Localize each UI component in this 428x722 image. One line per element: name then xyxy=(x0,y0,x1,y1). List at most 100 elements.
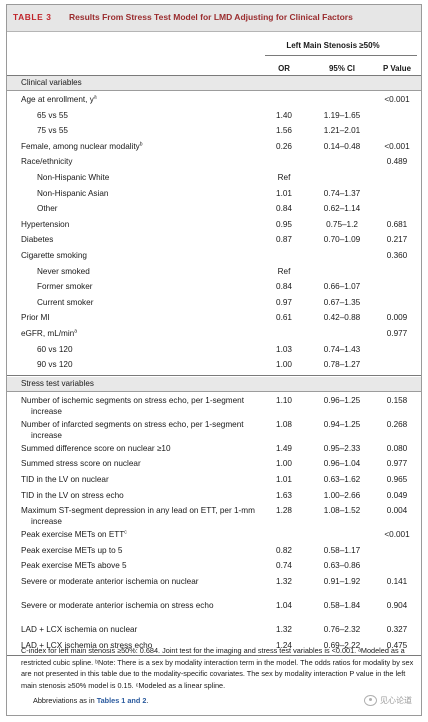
cell-or: 1.28 xyxy=(276,506,292,516)
row-label-text: Former smoker xyxy=(37,282,93,292)
cell-ci: 0.76–2.32 xyxy=(323,625,361,634)
cell-or: 1.08 xyxy=(276,419,292,429)
table-row: Female, among nuclear modalityb 0.26 0.14–… xyxy=(7,139,421,155)
table-row: Cigarette smoking 0.360 xyxy=(7,248,421,264)
cell-or: 1.49 xyxy=(276,443,292,453)
row-label: LAD + LCX ischemia on stress echo xyxy=(21,640,247,651)
cell-or: 0.87 xyxy=(276,235,292,245)
row-label-text: Prior MI xyxy=(21,313,50,323)
row-label: Peak exercise METs on ETTc xyxy=(21,529,247,540)
cell-ci: 1.21–2.01 xyxy=(323,126,361,136)
cell-ci: 0.95–2.33 xyxy=(323,443,361,453)
table-row: LAD + LCX ischemia on stress echo 1.24 0.6… xyxy=(7,638,421,654)
row-label-text: Non-Hispanic Asian xyxy=(37,188,109,198)
cell-or: 0.95 xyxy=(276,219,292,229)
row-label: Female, among nuclear modalityb xyxy=(21,141,247,152)
row-label: Prior MI xyxy=(21,312,247,323)
row-label: Cigarette smoking xyxy=(21,250,247,261)
row-label-text: LAD + LCX ischemia on stress echo xyxy=(21,640,153,650)
row-label: 75 vs 55 xyxy=(37,125,247,136)
row-label-text: Number of infarcted segments on stress e… xyxy=(21,419,244,440)
column-group-header: Left Main Stenosis ≥50% xyxy=(286,41,380,50)
cell-or: 0.61 xyxy=(276,313,292,323)
cell-ci: 0.62–1.14 xyxy=(323,204,361,214)
row-label: 60 vs 120 xyxy=(37,344,247,355)
row-label: Number of infarcted segments on stress e… xyxy=(21,419,257,441)
tables-link[interactable]: Tables 1 and 2 xyxy=(96,696,147,705)
section-label: Clinical variables xyxy=(21,78,82,87)
cell-ci: 0.96–1.04 xyxy=(323,459,361,469)
cell-p-value: 0.904 xyxy=(386,601,408,610)
table-row: Prior MI 0.61 0.42–0.88 0.009 xyxy=(7,310,421,326)
section-label: Stress test variables xyxy=(21,378,94,388)
row-label-text: 60 vs 120 xyxy=(37,344,73,354)
table-row: Severe or moderate anterior ischemia on … xyxy=(7,574,421,598)
row-label-text: Current smoker xyxy=(37,297,94,307)
table-row: Race/ethnicity 0.489 xyxy=(7,154,421,170)
table-row: Non-Hispanic White Ref xyxy=(7,170,421,186)
row-label: TID in the LV on stress echo xyxy=(21,490,247,501)
row-label: Summed stress score on nuclear xyxy=(21,458,247,469)
table-row: LAD + LCX ischemia on nuclear 1.32 0.76–2.… xyxy=(7,622,421,638)
table-row: Former smoker 0.84 0.66–1.07 xyxy=(7,279,421,295)
row-label-text: 75 vs 55 xyxy=(37,126,68,136)
cell-p-value: 0.681 xyxy=(386,219,408,229)
cell-p-value: 0.217 xyxy=(386,235,408,245)
table-row: Peak exercise METs on ETTc <0.001 xyxy=(7,527,421,543)
cell-or: 1.40 xyxy=(276,110,292,120)
footnote-marker: a xyxy=(74,328,78,335)
cell-ci: 0.58–1.17 xyxy=(323,545,361,555)
table-row: 60 vs 120 1.03 0.74–1.43 xyxy=(7,342,421,358)
cell-or: 0.74 xyxy=(276,561,292,571)
cell-or: 1.56 xyxy=(276,126,292,136)
table-row: eGFR, mL/mina 0.977 xyxy=(7,326,421,342)
table-row: Other 0.84 0.62–1.14 xyxy=(7,201,421,217)
cell-p-value: 0.977 xyxy=(386,329,408,338)
cell-or: 1.03 xyxy=(276,344,292,354)
row-label-text: Female, among nuclear modality xyxy=(21,141,140,151)
row-label: LAD + LCX ischemia on nuclear xyxy=(21,624,247,635)
table-row: Severe or moderate anterior ischemia on … xyxy=(7,598,421,622)
cell-ci: 0.63–1.62 xyxy=(323,475,361,484)
row-label-text: 90 vs 120 xyxy=(37,360,73,370)
row-label: Diabetes xyxy=(21,234,247,245)
row-label: Peak exercise METs up to 5 xyxy=(21,545,247,556)
cell-or: 1.10 xyxy=(276,395,292,405)
row-label-text: Race/ethnicity xyxy=(21,157,73,167)
table-row: Age at enrollment, ya <0.001 xyxy=(7,92,421,108)
table-rule xyxy=(7,390,421,392)
cell-ci: 0.70–1.09 xyxy=(323,235,361,245)
cell-p-value: 0.475 xyxy=(386,640,408,650)
wechat-icon xyxy=(364,695,377,707)
abbreviations-note: Abbreviations as in Tables 1 and 2. xyxy=(33,696,148,705)
table-rule xyxy=(7,75,421,76)
row-label-text: Maximum ST-segment depression in any lea… xyxy=(21,506,255,527)
row-label: 90 vs 120 xyxy=(37,359,247,370)
cell-p-value: 0.965 xyxy=(386,475,408,484)
column-group-underline xyxy=(265,55,417,56)
row-label-text: Age at enrollment, y xyxy=(21,95,94,104)
column-header-p-value: P Value xyxy=(383,64,411,73)
cell-p-value: 0.080 xyxy=(386,443,408,453)
row-label: Number of ischemic segments on stress ec… xyxy=(21,395,257,417)
cell-or: 1.32 xyxy=(276,577,292,586)
cell-or: 0.84 xyxy=(276,282,292,292)
row-label-text: Summed difference score on nuclear ≥10 xyxy=(21,443,171,453)
cell-or: 0.97 xyxy=(276,297,292,307)
row-label-text: eGFR, mL/min xyxy=(21,329,75,338)
table-row: Peak exercise METs up to 5 0.82 0.58–1.17 xyxy=(7,543,421,559)
table-row: Non-Hispanic Asian 1.01 0.74–1.37 xyxy=(7,186,421,202)
row-label-text: 65 vs 55 xyxy=(37,110,68,120)
row-label: Age at enrollment, ya xyxy=(21,94,247,105)
cell-ci: 1.00–2.66 xyxy=(323,490,361,500)
cell-p-value: 0.009 xyxy=(386,313,408,323)
table-rule xyxy=(7,655,421,657)
cell-p-value: 0.158 xyxy=(386,395,408,405)
table-row: 90 vs 120 1.00 0.78–1.27 xyxy=(7,357,421,373)
table-row: Maximum ST-segment depression in any lea… xyxy=(7,503,421,527)
table-row: Diabetes 0.87 0.70–1.09 0.217 xyxy=(7,232,421,248)
cell-ci: 0.74–1.37 xyxy=(323,188,361,198)
column-header-ci: 95% CI xyxy=(329,64,355,73)
row-label-text: Summed stress score on nuclear xyxy=(21,459,141,469)
table-rule xyxy=(7,374,421,376)
